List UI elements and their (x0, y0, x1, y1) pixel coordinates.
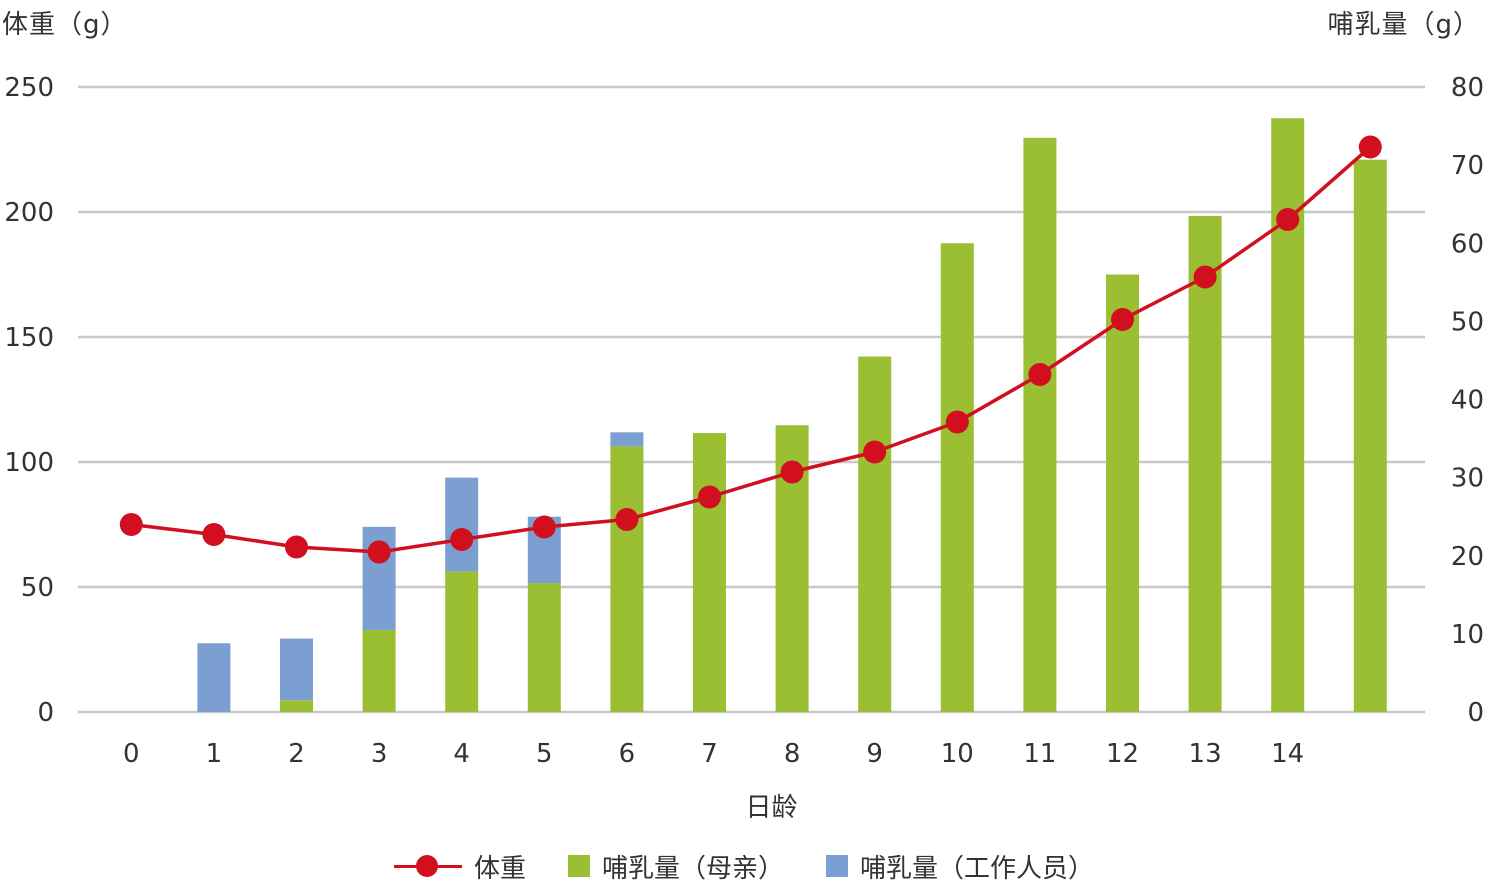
weight-point (780, 460, 804, 484)
bar-staff-feed (445, 477, 479, 572)
legend-label-staff-feed: 哺乳量（工作人员） (860, 853, 1095, 884)
x-tick-label: 4 (453, 739, 470, 769)
bar-mother-feed (362, 629, 396, 712)
legend-item-staff-feed: 哺乳量（工作人员） (826, 848, 1094, 885)
bar-mother-feed (1023, 137, 1057, 712)
x-tick-label: 7 (701, 739, 718, 769)
bar-mother-feed (693, 433, 726, 712)
y-left-tick-label: 100 (4, 448, 54, 478)
bar-mother-feed (280, 700, 313, 712)
y-right-tick-label: 0 (1467, 698, 1484, 728)
bar-staff-feed (197, 643, 231, 712)
x-axis-title: 日龄 (745, 793, 797, 823)
weight-point (1111, 308, 1134, 331)
y-left-tick-label: 200 (4, 198, 54, 228)
y-left-tick-label: 150 (4, 323, 54, 353)
weight-point (285, 535, 308, 559)
x-tick-label: 6 (619, 739, 636, 769)
bar-mother-feed (1106, 274, 1139, 712)
x-tick-label: 9 (866, 739, 883, 769)
y-right-tick-label: 70 (1451, 151, 1484, 181)
line-series (119, 135, 1382, 564)
y-right-tick-label: 50 (1451, 307, 1484, 337)
legend-swatch-weight (393, 855, 462, 877)
bar-mother-feed (858, 356, 892, 712)
bar-series (197, 118, 1387, 712)
x-tick-label: 11 (1023, 739, 1056, 769)
bar-mother-feed (1353, 159, 1387, 712)
x-tick-label: 13 (1189, 739, 1222, 769)
weight-point (863, 440, 887, 464)
y-axis-left-title: 体重（g） (2, 10, 128, 40)
weight-point (367, 540, 391, 564)
bar-mother-feed (527, 583, 561, 712)
bar-mother-feed (940, 243, 974, 712)
weight-point (119, 513, 143, 536)
bar-mother-feed (1188, 215, 1222, 712)
weight-point (1028, 363, 1052, 386)
y-right-tick-label: 60 (1451, 229, 1484, 259)
bar-mother-feed (610, 446, 644, 712)
x-tick-label: 12 (1106, 739, 1139, 769)
bar-staff-feed (280, 638, 313, 701)
bar-staff-feed (610, 432, 644, 447)
x-tick-label: 1 (206, 739, 223, 769)
y-right-tick-label: 80 (1451, 73, 1484, 103)
y-left-tick-label: 50 (21, 573, 54, 603)
weight-point (698, 485, 721, 509)
bar-mother-feed (445, 571, 479, 712)
x-tick-label: 2 (288, 739, 305, 769)
y-axis-right-title: 哺乳量（g） (1327, 10, 1480, 40)
legend-label-mother-feed: 哺乳量（母亲） (601, 853, 784, 884)
weight-point (1193, 265, 1217, 289)
weight-point (450, 528, 474, 551)
x-tick-label: 10 (941, 739, 974, 769)
weight-point (945, 410, 969, 434)
x-tick-label: 5 (536, 739, 553, 769)
grid-lines (78, 85, 1425, 714)
y-right-tick-label: 20 (1451, 542, 1484, 572)
legend-swatch-staff-feed (826, 855, 848, 877)
weight-point (202, 523, 226, 546)
legend-item-weight: 体重 (393, 848, 526, 885)
y-right-tick-label: 10 (1451, 620, 1484, 650)
x-tick-label: 3 (371, 739, 388, 769)
legend: 体重 哺乳量（母亲） 哺乳量（工作人员） (0, 848, 1488, 884)
weight-point (1358, 135, 1382, 159)
x-tick-label: 0 (123, 739, 140, 769)
y-right-tick-label: 30 (1451, 464, 1484, 494)
x-tick-label: 8 (784, 739, 801, 769)
y-right-tick-label: 40 (1451, 386, 1484, 416)
y-left-tick-label: 0 (37, 698, 54, 728)
legend-item-mother-feed: 哺乳量（母亲） (567, 848, 784, 885)
weight-point (1276, 208, 1300, 231)
weight-point (532, 515, 556, 539)
legend-label-weight: 体重 (473, 853, 526, 884)
weight-point (615, 508, 639, 531)
weight-line (131, 145, 1372, 554)
x-tick-label: 14 (1271, 739, 1304, 769)
y-left-tick-label: 250 (4, 73, 54, 103)
legend-swatch-mother-feed (567, 855, 590, 877)
